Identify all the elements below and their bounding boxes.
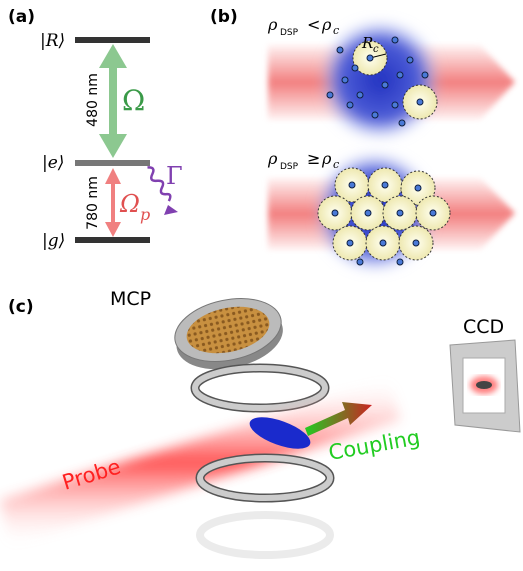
decay-label: Γ bbox=[166, 162, 183, 190]
panel-c: (c) MCP CCD Probe Coupling bbox=[0, 288, 521, 559]
subscript: c bbox=[373, 44, 379, 55]
atoms bbox=[326, 36, 429, 127]
panel-label: (a) bbox=[8, 7, 35, 27]
coupling-arrow bbox=[99, 44, 127, 158]
subscript: DSP bbox=[280, 28, 299, 38]
subscript: DSP bbox=[280, 162, 299, 172]
ccd-camera bbox=[449, 339, 521, 433]
mcp-detector bbox=[174, 298, 283, 370]
level-label: |g⟩ bbox=[42, 231, 65, 251]
atoms bbox=[331, 181, 437, 266]
rabi-frequency: Ω bbox=[122, 84, 145, 117]
probe-beam bbox=[0, 380, 400, 545]
atom-cloud bbox=[249, 417, 311, 449]
wavelength: 780 nm bbox=[85, 176, 101, 230]
symbol: ρ bbox=[267, 149, 278, 168]
panel-a: (a) |R⟩ |e⟩ |g⟩ 480 nm 780 nm Ω Ω p Γ bbox=[8, 7, 183, 251]
rabi-frequency: Ω bbox=[119, 190, 140, 218]
level-label: |e⟩ bbox=[42, 153, 64, 173]
coupling-beam bbox=[305, 402, 372, 436]
symbol: R bbox=[361, 34, 373, 52]
blockade-spheres bbox=[352, 40, 438, 120]
subscript: p bbox=[140, 205, 150, 224]
relation: ≥ bbox=[307, 149, 320, 168]
probe-arrow bbox=[105, 168, 121, 237]
panel-label: (b) bbox=[210, 7, 238, 27]
subscript: c bbox=[333, 158, 339, 171]
electrode-ring bbox=[192, 365, 328, 411]
panel-label: (c) bbox=[8, 297, 34, 317]
wavelength: 480 nm bbox=[85, 73, 101, 127]
panel-b: (b) ρ DSP < ρ c R c ρ DSP ≥ ρ c bbox=[210, 7, 515, 270]
device-label: CCD bbox=[463, 316, 504, 338]
decay-arrow bbox=[147, 166, 172, 202]
symbol: ρ bbox=[267, 15, 278, 34]
device-label: MCP bbox=[110, 288, 151, 310]
reflection bbox=[196, 511, 334, 559]
atom-cloud bbox=[322, 22, 438, 138]
subscript: c bbox=[333, 24, 339, 37]
symbol: ρ bbox=[321, 15, 332, 34]
decay-arrowhead bbox=[164, 205, 178, 215]
symbol: ρ bbox=[321, 149, 332, 168]
level-label: |R⟩ bbox=[40, 31, 65, 51]
relation: < bbox=[307, 15, 320, 34]
electrode-ring bbox=[197, 455, 333, 501]
